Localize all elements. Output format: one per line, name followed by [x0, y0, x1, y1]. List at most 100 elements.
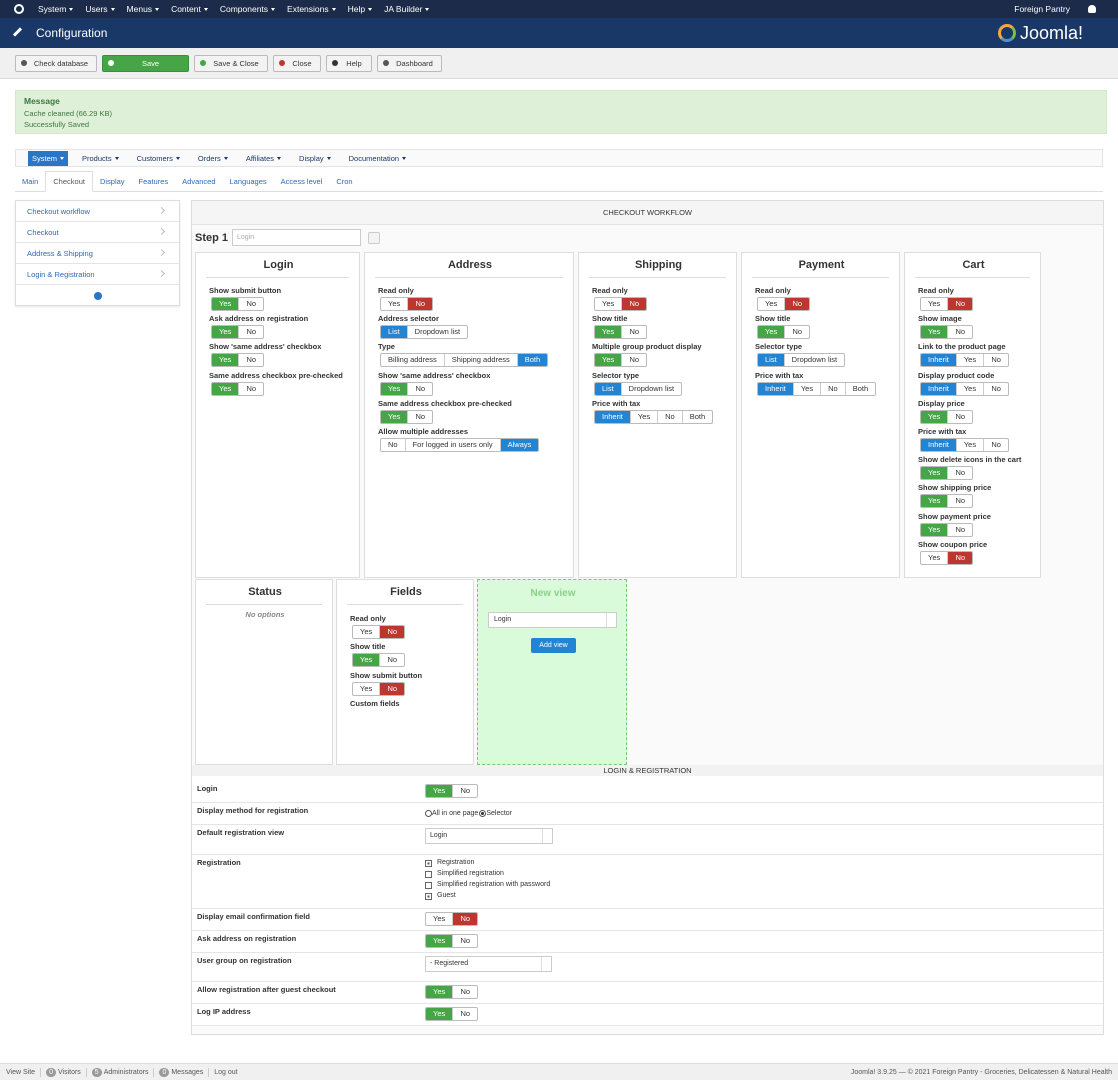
checkbox[interactable]: [425, 893, 432, 900]
toggle-button[interactable]: Yes: [595, 326, 623, 339]
toggle-button[interactable]: No: [955, 496, 966, 506]
toggle-button[interactable]: No: [948, 298, 973, 310]
toggle-button[interactable]: No: [991, 355, 1001, 365]
delete-step[interactable]: [368, 232, 380, 244]
toggle-button[interactable]: Inherit: [921, 382, 957, 395]
toggle-button[interactable]: No: [821, 382, 846, 395]
tab[interactable]: Display: [99, 177, 125, 186]
toggle-button[interactable]: Both: [689, 411, 706, 421]
submenu-item[interactable]: Products: [78, 151, 123, 166]
radio[interactable]: [479, 809, 487, 817]
checkbox[interactable]: [425, 860, 432, 867]
checkbox[interactable]: [425, 882, 432, 889]
toggle-button[interactable]: No: [415, 411, 426, 421]
toggle-button[interactable]: No: [948, 551, 973, 564]
toolbar-button[interactable]: Save: [102, 55, 189, 72]
top-menu-item[interactable]: Components: [220, 4, 276, 14]
toggle-button[interactable]: Yes: [381, 382, 409, 395]
top-menu-item[interactable]: Menus: [127, 4, 160, 14]
toolbar-button[interactable]: Help: [326, 55, 372, 72]
step-name-input[interactable]: Login: [232, 229, 361, 246]
toggle-button[interactable]: Yes: [758, 298, 786, 310]
radio[interactable]: [425, 809, 432, 817]
toggle-button[interactable]: No: [955, 327, 966, 337]
toggle-button[interactable]: Yes: [426, 935, 454, 947]
tab[interactable]: Languages: [229, 177, 267, 186]
tab[interactable]: Features: [138, 177, 169, 186]
toolbar-button[interactable]: Dashboard: [377, 55, 442, 72]
toggle-button[interactable]: Yes: [426, 785, 454, 797]
collapse-icon[interactable]: [94, 292, 102, 300]
toggle-button[interactable]: No: [415, 383, 426, 393]
toggle-button[interactable]: Inherit: [921, 354, 957, 367]
submenu-item[interactable]: Customers: [133, 151, 184, 166]
toggle-button[interactable]: No: [246, 383, 257, 393]
sidebar-item[interactable]: Checkout: [16, 222, 179, 243]
toggle-button[interactable]: Yes: [921, 495, 949, 508]
toggle-button[interactable]: Yes: [212, 326, 240, 339]
sidebar-item[interactable]: Checkout workflow: [16, 201, 179, 222]
toggle-button[interactable]: No: [991, 383, 1001, 393]
add-view-button[interactable]: Add view: [531, 638, 576, 653]
toggle-button[interactable]: Both: [517, 354, 548, 367]
toggle-button[interactable]: Yes: [921, 467, 949, 480]
toggle-button[interactable]: Both: [852, 383, 869, 393]
toggle-button[interactable]: Yes: [921, 326, 949, 339]
footer-link[interactable]: Messages: [171, 1069, 204, 1076]
toggle-button[interactable]: Yes: [381, 298, 409, 310]
toggle-button[interactable]: Billing address: [381, 354, 445, 367]
toolbar-button[interactable]: Close: [273, 55, 321, 72]
top-menu-item[interactable]: Users: [85, 4, 115, 14]
site-link[interactable]: Foreign Pantry: [1014, 4, 1070, 14]
toggle-button[interactable]: No: [658, 410, 683, 423]
toggle-button[interactable]: Yes: [381, 410, 409, 423]
toggle-button[interactable]: No: [460, 786, 471, 795]
toggle-button[interactable]: No: [408, 298, 433, 310]
tab[interactable]: Advanced: [182, 177, 216, 186]
toggle-button[interactable]: Yes: [631, 410, 659, 423]
footer-link[interactable]: Administrators: [103, 1069, 149, 1076]
toggle-button[interactable]: No: [453, 913, 478, 925]
submenu-item[interactable]: Affiliates: [242, 151, 285, 166]
select[interactable]: - Registered: [425, 956, 552, 972]
toggle-button[interactable]: Yes: [794, 382, 822, 395]
toggle-button[interactable]: No: [246, 299, 257, 308]
toggle-button[interactable]: For logged in users only: [406, 439, 501, 451]
toggle-button[interactable]: List: [758, 354, 785, 367]
toggle-button[interactable]: Yes: [921, 298, 949, 310]
submenu-item[interactable]: Orders: [194, 151, 232, 166]
toggle-button[interactable]: No: [629, 355, 640, 365]
view-site[interactable]: View Site: [6, 1069, 36, 1076]
toggle-button[interactable]: No: [955, 468, 966, 478]
tab[interactable]: Checkout: [45, 171, 93, 192]
toggle-button[interactable]: Yes: [212, 354, 240, 367]
toggle-button[interactable]: List: [595, 382, 622, 395]
top-menu-item[interactable]: Help: [348, 4, 373, 14]
top-menu-item[interactable]: System: [38, 4, 74, 14]
submenu-item[interactable]: Documentation: [345, 151, 410, 166]
checkbox[interactable]: [425, 871, 432, 878]
top-menu-item[interactable]: Content: [171, 4, 208, 14]
toggle-button[interactable]: Yes: [957, 354, 985, 367]
top-menu-item[interactable]: JA Builder: [384, 4, 430, 14]
top-menu-item[interactable]: Extensions: [287, 4, 336, 14]
toggle-button[interactable]: No: [460, 987, 471, 996]
view-select[interactable]: Login: [488, 612, 617, 628]
toggle-button[interactable]: No: [792, 327, 803, 337]
toggle-button[interactable]: Yes: [426, 986, 454, 998]
toggle-button[interactable]: No: [246, 355, 257, 365]
toggle-button[interactable]: No: [380, 626, 405, 638]
sidebar-item[interactable]: Login & Registration: [16, 264, 179, 285]
footer-link[interactable]: Visitors: [57, 1069, 81, 1076]
toggle-button[interactable]: No: [246, 327, 257, 337]
sidebar-item[interactable]: Address & Shipping: [16, 243, 179, 264]
toolbar-button[interactable]: Save & Close: [194, 55, 268, 72]
toggle-button[interactable]: Yes: [595, 298, 623, 310]
toggle-button[interactable]: Yes: [921, 551, 949, 564]
toggle-button[interactable]: Yes: [758, 326, 786, 339]
toggle-button[interactable]: No: [380, 682, 405, 695]
tab[interactable]: Cron: [336, 177, 353, 186]
select[interactable]: Login: [425, 828, 553, 844]
toggle-button[interactable]: Yes: [353, 626, 381, 638]
toggle-button[interactable]: Inherit: [758, 382, 794, 395]
